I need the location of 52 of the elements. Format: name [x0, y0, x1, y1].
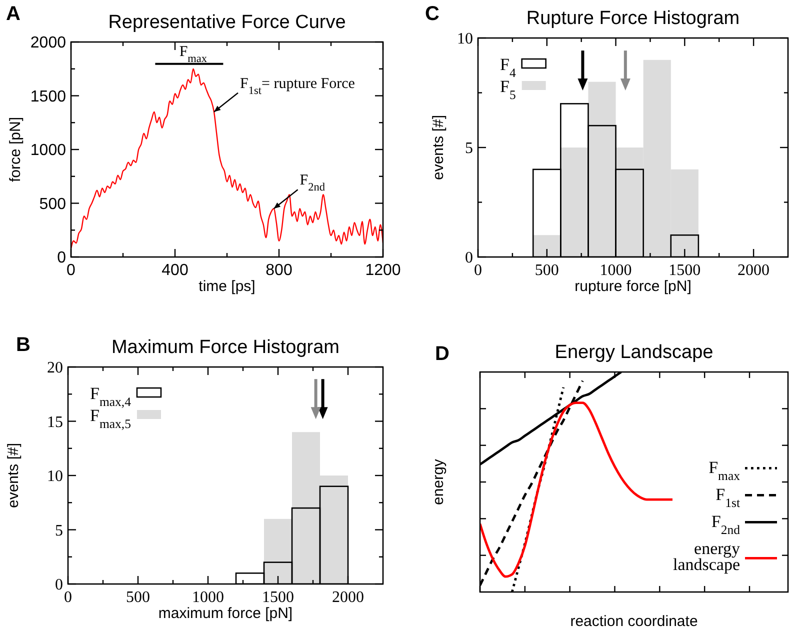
legend-label: F$_{max,5}$	[90, 406, 131, 431]
legend-label: F$_{4}$	[500, 55, 516, 80]
x-tick-label: 1000	[192, 589, 224, 606]
chart-title: Representative Force Curve	[108, 12, 346, 33]
text: C	[425, 3, 440, 25]
y-axis-title: events [#]	[5, 442, 22, 508]
y-tick-label: 15	[47, 414, 63, 431]
x-tick-label: 500	[534, 262, 559, 279]
x-axis-title: reaction coordinate	[570, 613, 698, 630]
y-axis-title: energy	[430, 458, 447, 505]
annotation: F$_{2nd}$	[300, 172, 326, 194]
y-tick-label: 5	[55, 522, 63, 540]
text: B	[16, 334, 30, 356]
y-tick-label: 1500	[30, 88, 66, 106]
y-tick-label: 0	[55, 576, 63, 594]
x-axis-title: maximum force [pN]	[158, 605, 293, 622]
chart-title: Maximum Force Histogram	[111, 337, 340, 358]
chart-title: Rupture Force Histogram	[526, 8, 740, 29]
y-tick-label: 500	[39, 196, 66, 213]
legend-label: F$_{max}$	[708, 458, 741, 484]
legend-label: F$_{max,4}$	[90, 384, 132, 409]
text: A	[6, 3, 20, 25]
x-axis-title: time [ps]	[198, 278, 256, 295]
y-axis-title: force [pN]	[7, 116, 24, 182]
annotation: F$_{max}$	[179, 44, 208, 65]
x-tick-label: 500	[126, 589, 150, 606]
y-tick-label: 10	[47, 468, 63, 486]
y-tick-label: 1000	[30, 142, 66, 160]
y-tick-label: 5	[465, 140, 473, 158]
x-tick-label: 1200	[365, 262, 401, 279]
y-axis-title: events [#]	[430, 114, 447, 180]
y-tick-label: 2000	[30, 34, 66, 52]
chart-title: Energy Landscape	[554, 342, 714, 363]
y-tick-label: 10	[457, 30, 473, 48]
x-tick-label: 800	[266, 262, 292, 279]
x-tick-label: 1500	[262, 589, 294, 606]
legend-label: F$_{1st}$	[716, 485, 740, 510]
y-tick-label: 20	[47, 360, 63, 377]
line-series	[71, 68, 383, 249]
x-tick-label: 1500	[668, 262, 701, 279]
x-tick-label: 1000	[600, 262, 632, 279]
x-tick-label: 2000	[738, 262, 770, 279]
legend-label: F$_{5}$	[500, 77, 516, 102]
annotation: F$_{1st}$= rupture Force	[240, 76, 356, 97]
legend-label: F$_{2nd}$	[711, 512, 741, 538]
x-tick-label: 400	[162, 262, 188, 279]
text: D	[435, 343, 450, 365]
y-tick-label: 0	[465, 250, 473, 267]
y-tick-label: 0	[57, 250, 66, 267]
x-axis-title: rupture force [pN]	[574, 278, 692, 295]
x-tick-label: 2000	[332, 589, 364, 606]
legend-label: energy landscape	[672, 539, 740, 574]
